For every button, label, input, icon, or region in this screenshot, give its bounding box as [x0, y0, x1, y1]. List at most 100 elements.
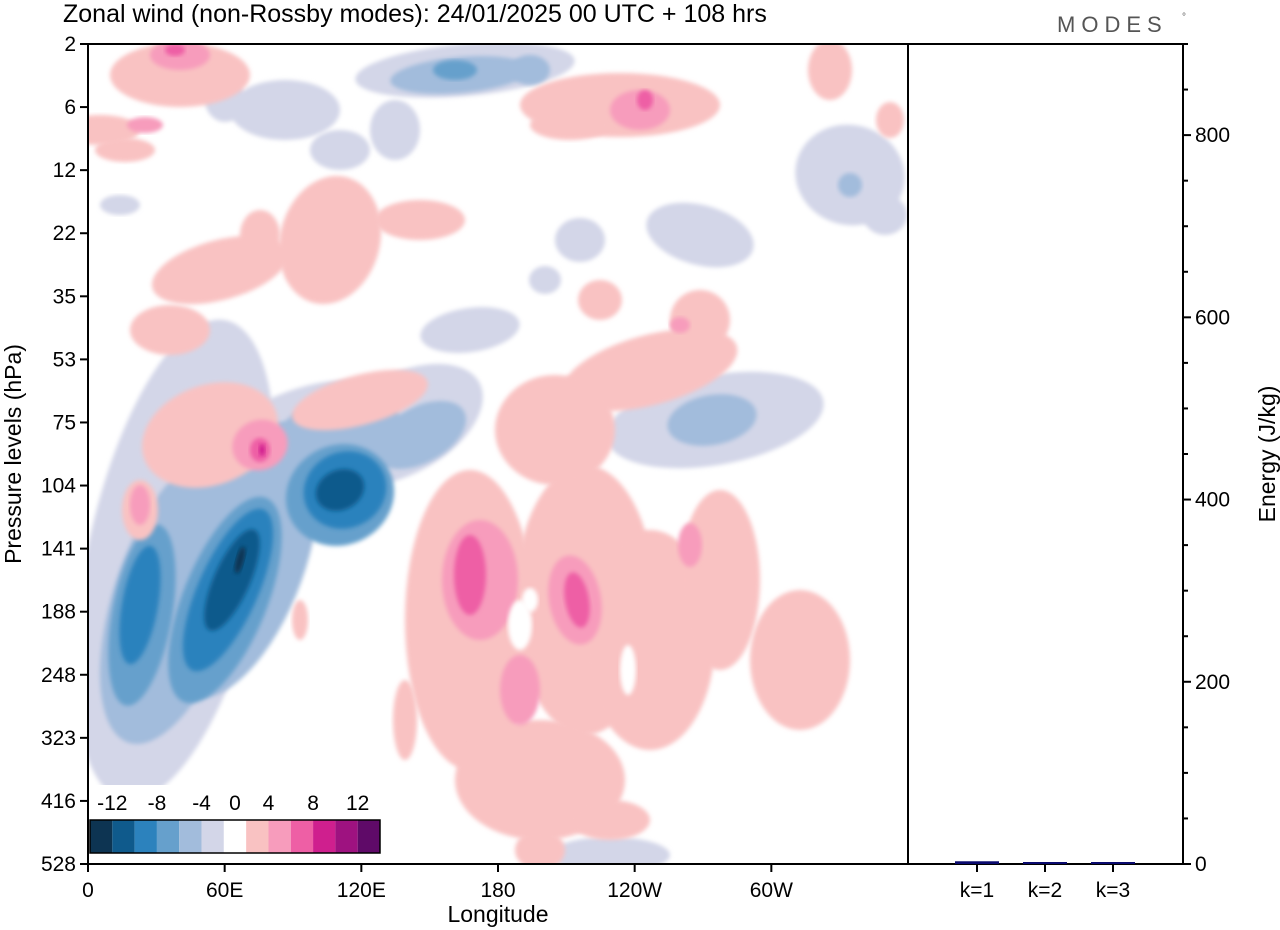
y-tick-label: 323: [41, 727, 76, 750]
x-tick-label: 180: [480, 879, 515, 902]
y-tick-label: 528: [41, 853, 76, 876]
colorbar-swatch: [313, 820, 336, 853]
westerly-contour: [292, 369, 428, 431]
x-tick-label: 120E: [337, 879, 386, 902]
heatmap-field: [88, 44, 907, 864]
y-tick-label: 6: [64, 96, 76, 119]
x-tick-label: 120W: [607, 879, 662, 902]
easterly-contour: [420, 307, 520, 353]
colorbar-swatch: [179, 820, 202, 853]
energy-x-tick-label: k=2: [1028, 879, 1062, 902]
colorbar-swatch: [90, 820, 113, 853]
x-tick-label: 0: [82, 879, 94, 902]
easterly-contour: [510, 55, 550, 85]
easterly-contour: [234, 546, 246, 574]
westerly-contour: [530, 110, 610, 140]
colorbar-tick-label: 12: [346, 792, 369, 815]
westerly-contour: [670, 317, 690, 333]
westerly-contour: [130, 485, 150, 525]
westerly-contour: [130, 305, 210, 355]
y-tick-label: 141: [41, 538, 76, 561]
colorbar-tick-label: 4: [263, 792, 275, 815]
y-tick-label: 53: [53, 348, 76, 371]
westerly-contour: [515, 830, 565, 864]
easterly-contour: [204, 529, 260, 631]
colorbar: -12 -8 -4 0 4 8 12: [88, 785, 382, 855]
colorbar-swatch: [223, 820, 247, 853]
energy-tick-label: 600: [1195, 306, 1230, 329]
easterly-contour: [315, 469, 365, 511]
westerly-contour: [165, 44, 185, 56]
easterly-contour: [667, 394, 757, 446]
energy-tick-label: 400: [1195, 489, 1230, 512]
westerly-contour: [578, 280, 622, 320]
y-tick-label: 22: [53, 222, 76, 245]
westerly-contour: [259, 444, 265, 456]
westerly-contour: [570, 800, 650, 840]
colorbar-swatch: [246, 820, 269, 853]
colorbar-tick-label: -12: [97, 792, 127, 815]
easterly-contour: [838, 173, 862, 197]
easterly-contour: [100, 195, 140, 215]
westerly-contour: [240, 210, 280, 260]
westerly-contour: [495, 375, 615, 485]
y-tick-label: 75: [53, 411, 76, 434]
y-axis: 2 6 12 22 35 53 75 104 141 188 248 323 416 528: [41, 33, 88, 876]
colorbar-swatch: [268, 820, 291, 853]
colorbar-tick-label: 8: [307, 792, 319, 815]
westerly-contour: [876, 102, 904, 138]
energy-tick-label: 0: [1195, 853, 1207, 876]
westerly-contour: [562, 328, 738, 412]
easterly-contour: [433, 60, 477, 80]
easterly-contour: [119, 545, 161, 665]
x-axis: 0 60E 120E 180 120W 60W: [82, 864, 793, 902]
y-tick-label: 104: [41, 475, 76, 498]
energy-frame: [907, 43, 1184, 865]
modes-logo: MODES °: [1057, 12, 1186, 37]
westerly-contour: [278, 175, 382, 305]
calm-contour: [620, 645, 636, 695]
easterly-contour: [230, 80, 340, 140]
easterly-contour: [370, 100, 420, 160]
chart-title: Zonal wind (non-Rossby modes): 24/01/202…: [63, 0, 767, 28]
energy-tick-label: 200: [1195, 671, 1230, 694]
x-tick-label: 60E: [206, 879, 243, 902]
y-tick-label: 2: [64, 33, 76, 56]
energy-bar-k2: [1023, 862, 1067, 864]
y-tick-label: 35: [53, 285, 76, 308]
colorbar-tick-label: 0: [229, 792, 241, 815]
colorbar-swatch: [357, 820, 380, 853]
colorbar-swatch: [335, 820, 358, 853]
energy-y-axis: 0 200 400 600 800: [1183, 43, 1230, 876]
colorbar-swatch: [112, 820, 135, 853]
energy-tick-label: 800: [1195, 124, 1230, 147]
energy-panel: 0 200 400 600 800 k=1 k=2 k=3 Energy (J/kg): [907, 43, 1280, 902]
y-tick-label: 416: [41, 790, 76, 813]
westerly-contour: [393, 680, 417, 760]
easterly-contour: [646, 202, 754, 268]
colorbar-frame: [89, 819, 381, 854]
westerly-contour: [500, 655, 540, 725]
heatmap-panel: -12 -8 -4 0 4 8 12 261222355375104141188248323…: [0, 33, 909, 927]
energy-x-tick-label: k=3: [1096, 879, 1130, 902]
energy-bar-k1: [955, 861, 999, 864]
energy-bars: [955, 861, 1135, 864]
calm-contour: [508, 600, 532, 650]
energy-bar-k3: [1091, 862, 1135, 864]
westerly-contour: [680, 490, 760, 670]
westerly-contour: [610, 90, 670, 130]
x-axis-title: Longitude: [447, 901, 548, 927]
westerly-contour: [127, 117, 163, 133]
easterly-contour: [373, 400, 467, 470]
easterly-contour: [555, 218, 605, 262]
colorbar-swatch: [290, 820, 314, 853]
easterly-contour: [863, 195, 907, 235]
easterly-contour: [529, 266, 561, 294]
y-tick-label: 188: [41, 601, 76, 624]
energy-x-axis: k=1 k=2 k=3: [960, 864, 1130, 902]
x-tick-label: 60W: [750, 879, 793, 902]
modes-logo-mark: °: [1182, 12, 1186, 23]
westerly-contour: [150, 44, 210, 70]
westerly-contour: [670, 290, 730, 350]
